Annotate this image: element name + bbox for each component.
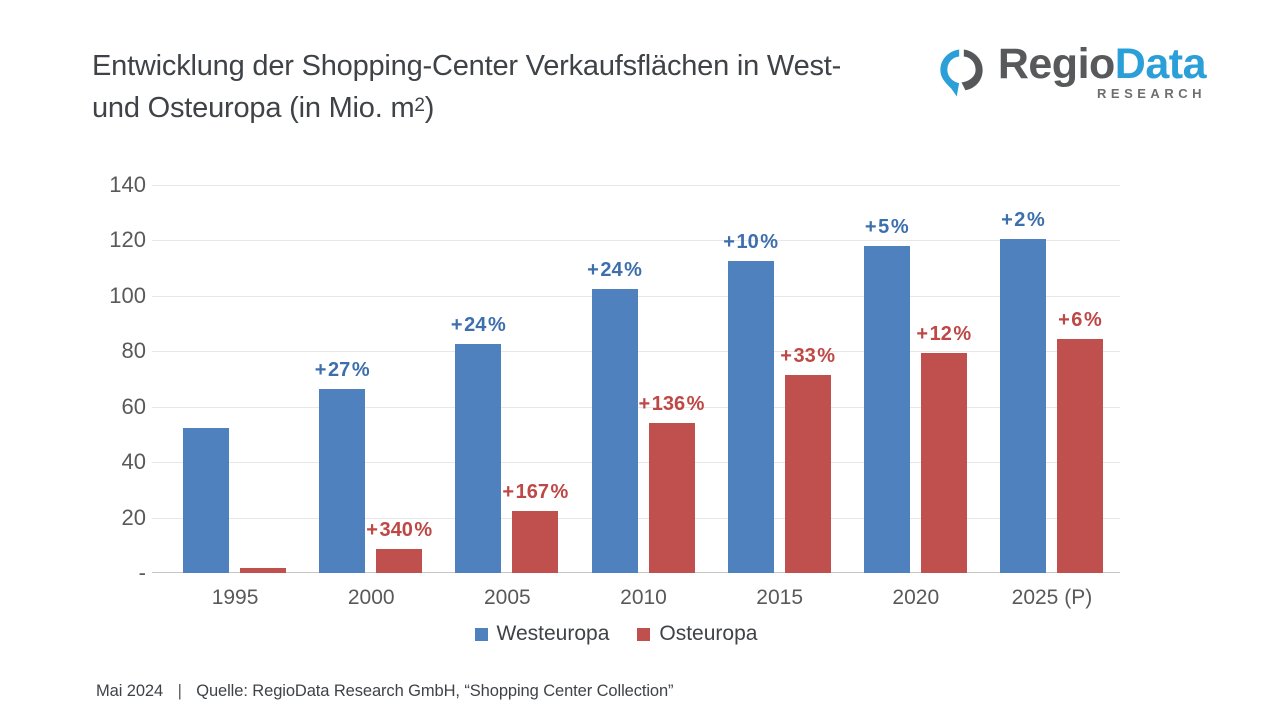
y-tick-label: 60: [121, 393, 146, 419]
x-tick-label: 1995: [211, 586, 259, 609]
bar-westeuropa-2015: [727, 261, 774, 573]
logo-subtitle: RESEARCH: [1097, 86, 1206, 101]
bar-osteuropa-2010: [648, 423, 695, 573]
x-tick-label: 2010: [620, 586, 667, 609]
source-note: Mai 2024 | Quelle: RegioData Research Gm…: [96, 682, 674, 701]
x-tick-label: 2000: [347, 586, 395, 609]
logo-wordmark: RegioData RESEARCH: [997, 40, 1207, 101]
growth-label: + 10 %: [723, 231, 779, 254]
regiodata-logo: RegioData RESEARCH: [938, 40, 1207, 102]
growth-label: + 27 %: [314, 358, 370, 381]
bar-westeuropa-2020: [863, 246, 910, 573]
logo-name-regio: Regio: [997, 40, 1115, 88]
legend-item-westeuropa: Westeuropa: [474, 622, 610, 646]
x-tick-label: 2020: [892, 586, 940, 609]
legend-item-osteuropa: Osteuropa: [637, 622, 757, 646]
page-title: Entwicklung der Shopping-Center Verkaufs…: [92, 46, 952, 128]
plot-area: + 27 % + 340 % + 24 % + 167 % + 24 % + 136 % +…: [152, 185, 1120, 573]
bar-osteuropa-2000: [376, 549, 423, 573]
growth-label: + 33 %: [780, 344, 836, 367]
bar-osteuropa-1995: [240, 567, 287, 573]
legend-swatch-icon: [637, 627, 651, 641]
title-superscript: 2: [414, 95, 425, 116]
bar-westeuropa-2005: [455, 344, 502, 573]
bar-osteuropa-2005: [512, 510, 559, 573]
title-line1: Entwicklung der Shopping-Center Verkaufs…: [92, 50, 842, 82]
y-tick-label: 40: [121, 449, 146, 475]
footer-source: Quelle: RegioData Research GmbH, “Shoppi…: [196, 682, 674, 700]
grid-line: [152, 240, 1120, 242]
legend-swatch-icon: [474, 627, 488, 641]
bar-westeuropa-2025P: [999, 239, 1046, 573]
grid-line: [152, 185, 1120, 186]
location-pin-icon: [940, 49, 983, 97]
bar-osteuropa-2025P: [1056, 338, 1103, 573]
bar-westeuropa-2010: [591, 288, 638, 573]
title-line2-suffix: ): [424, 92, 435, 124]
bar-osteuropa-2020: [920, 352, 967, 573]
growth-label: + 167 %: [502, 480, 569, 503]
y-axis: 140 120 100 80 60 40 20 -: [86, 174, 146, 584]
x-tick-label: 2005: [483, 586, 531, 609]
legend-label: Osteuropa: [659, 622, 758, 645]
growth-label: + 6 %: [1058, 308, 1102, 331]
y-tick-label: 120: [109, 227, 146, 253]
x-tick-label: 2015: [756, 586, 803, 609]
bar-westeuropa-1995: [183, 427, 230, 573]
footer-date: Mai 2024: [96, 682, 164, 700]
x-axis: 1995 2000 2005 2010 2015 2020 2025 (P): [152, 586, 1120, 614]
logo-name-data: Data: [1114, 40, 1207, 88]
bar-westeuropa-2000: [319, 388, 366, 573]
growth-label: + 2 %: [1001, 209, 1045, 232]
growth-label: + 340 %: [366, 519, 433, 542]
growth-label: + 12 %: [916, 322, 972, 345]
growth-label: + 24 %: [450, 314, 506, 337]
growth-label: + 136 %: [638, 393, 705, 416]
legend-label: Westeuropa: [496, 622, 610, 645]
x-tick-label: 2025 (P): [1011, 586, 1093, 609]
y-tick-label: 140: [109, 172, 146, 197]
legend: Westeuropa Osteuropa: [132, 622, 1100, 646]
y-tick-label: 80: [121, 338, 146, 364]
bar-osteuropa-2015: [784, 374, 831, 573]
y-tick-label: 100: [109, 282, 146, 308]
y-tick-label: 20: [121, 504, 146, 530]
growth-label: + 24 %: [587, 258, 642, 281]
logo-name: RegioData: [997, 40, 1207, 88]
footer-separator: |: [177, 682, 182, 700]
y-tick-label: -: [138, 560, 146, 585]
title-line2: und Osteuropa (in Mio. m: [92, 92, 415, 124]
growth-label: + 5 %: [864, 215, 909, 238]
